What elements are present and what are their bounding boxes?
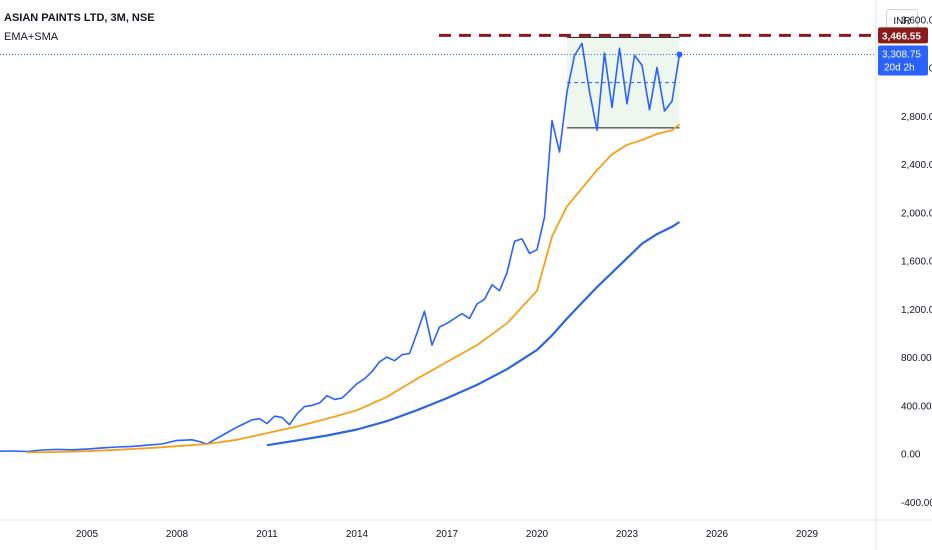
chart-title: ASIAN PAINTS LTD, 3M, NSE <box>4 12 155 24</box>
resistance-badge <box>878 27 928 44</box>
x-tick-label: 2029 <box>796 529 819 540</box>
x-tick-label: 2017 <box>436 529 459 540</box>
countdown-label: 20d 2h <box>884 62 915 73</box>
x-tick-label: 2011 <box>256 529 278 540</box>
last-price-badge-label: 3,308.75 <box>882 49 921 60</box>
x-tick-label: 2023 <box>616 529 639 540</box>
y-tick-label: 400.00 <box>901 401 932 412</box>
x-tick-label: 2020 <box>526 529 549 540</box>
y-tick-label: 0.00 <box>901 450 921 461</box>
last-price-badge <box>878 45 928 76</box>
y-tick-label: 2,000.00 <box>901 208 932 219</box>
x-tick-label: 2026 <box>706 529 729 540</box>
y-tick-label: 2,400.00 <box>901 160 932 171</box>
last-price-marker <box>676 51 683 58</box>
sma-line <box>266 221 681 447</box>
y-tick-label: 3,600.00 <box>901 15 932 26</box>
ema-line <box>26 123 681 454</box>
x-tick-label: 2005 <box>76 529 99 540</box>
y-tick-label: 1,200.00 <box>901 305 932 316</box>
y-tick-label: 2,800.00 <box>901 112 932 123</box>
indicator-label[interactable]: EMA+SMA <box>4 31 59 43</box>
x-tick-label: 2014 <box>346 529 369 540</box>
y-tick-label: -400.00 <box>901 498 932 509</box>
y-tick-label: 1,600.00 <box>901 257 932 268</box>
resistance-badge-label: 3,466.55 <box>882 31 921 42</box>
y-tick-label: 800.00 <box>901 353 932 364</box>
x-tick-label: 2008 <box>166 529 189 540</box>
price-line <box>0 42 681 453</box>
